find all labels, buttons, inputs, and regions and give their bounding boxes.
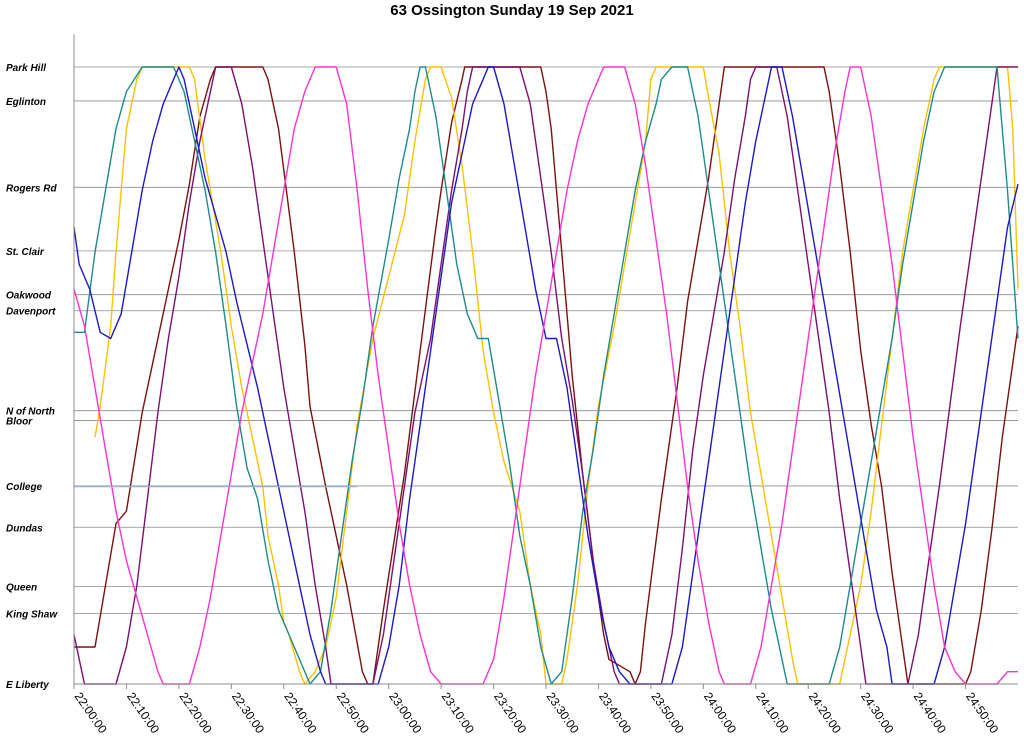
x-tick-label: 22:10:00 — [124, 690, 162, 737]
x-tick-label: 24:20:00 — [806, 690, 844, 737]
grid-layer — [74, 66, 1018, 685]
x-tick-label: 24:10:00 — [753, 690, 791, 737]
x-tick-label: 23:10:00 — [439, 690, 477, 737]
trip-line-1 — [94, 66, 1019, 685]
series-layer — [73, 66, 1019, 685]
x-tick-label: 23:00:00 — [386, 690, 424, 737]
x-tick-label: 22:00:00 — [72, 690, 110, 737]
x-tick-label: 22:40:00 — [281, 690, 319, 737]
x-tick-label: 23:40:00 — [596, 690, 634, 737]
x-tick-label: 24:50:00 — [963, 690, 1001, 737]
stop-label: Davenport — [6, 307, 56, 318]
stop-label: Eglinton — [6, 97, 46, 108]
x-tick-label: 23:50:00 — [648, 690, 686, 737]
x-tick-label: 23:20:00 — [491, 690, 529, 737]
trip-line-4 — [73, 66, 1019, 685]
stop-label: St. Clair — [6, 247, 45, 258]
stop-label: Bloor — [6, 417, 33, 428]
x-tick-label: 22:30:00 — [229, 690, 267, 737]
x-tick-label: 24:40:00 — [911, 690, 949, 737]
stop-label: Dundas — [6, 523, 43, 534]
stop-label: Queen — [6, 583, 37, 594]
x-tick-label: 22:20:00 — [176, 690, 214, 737]
stop-label: Oakwood — [6, 291, 52, 302]
x-tick-label: 22:50:00 — [334, 690, 372, 737]
trip-line-3 — [74, 66, 1019, 685]
trip-line-5 — [73, 66, 1018, 685]
stop-label: E Liberty — [6, 680, 49, 691]
stop-label: College — [6, 482, 43, 493]
stop-labels: Park Hill Eglinton Rogers Rd St. Clair Oakwo… — [6, 63, 58, 691]
x-tick-labels: 22:00:00 22:10:00 22:20:00 22:30:00 22:40:00… — [72, 684, 1002, 736]
stop-label: King Shaw — [6, 610, 58, 621]
x-tick-label: 24:30:00 — [858, 690, 896, 737]
x-tick-label: 24:00:00 — [701, 690, 739, 737]
x-tick-label: 23:30:00 — [544, 690, 582, 737]
trip-line-0 — [74, 66, 1019, 685]
trip-line-2 — [73, 66, 1018, 685]
stop-label: Rogers Rd — [6, 183, 57, 194]
stop-label: Park Hill — [6, 63, 46, 74]
chart-title: 63 Ossington Sunday 19 Sep 2021 — [390, 2, 634, 19]
stop-label: N of North — [6, 407, 55, 418]
